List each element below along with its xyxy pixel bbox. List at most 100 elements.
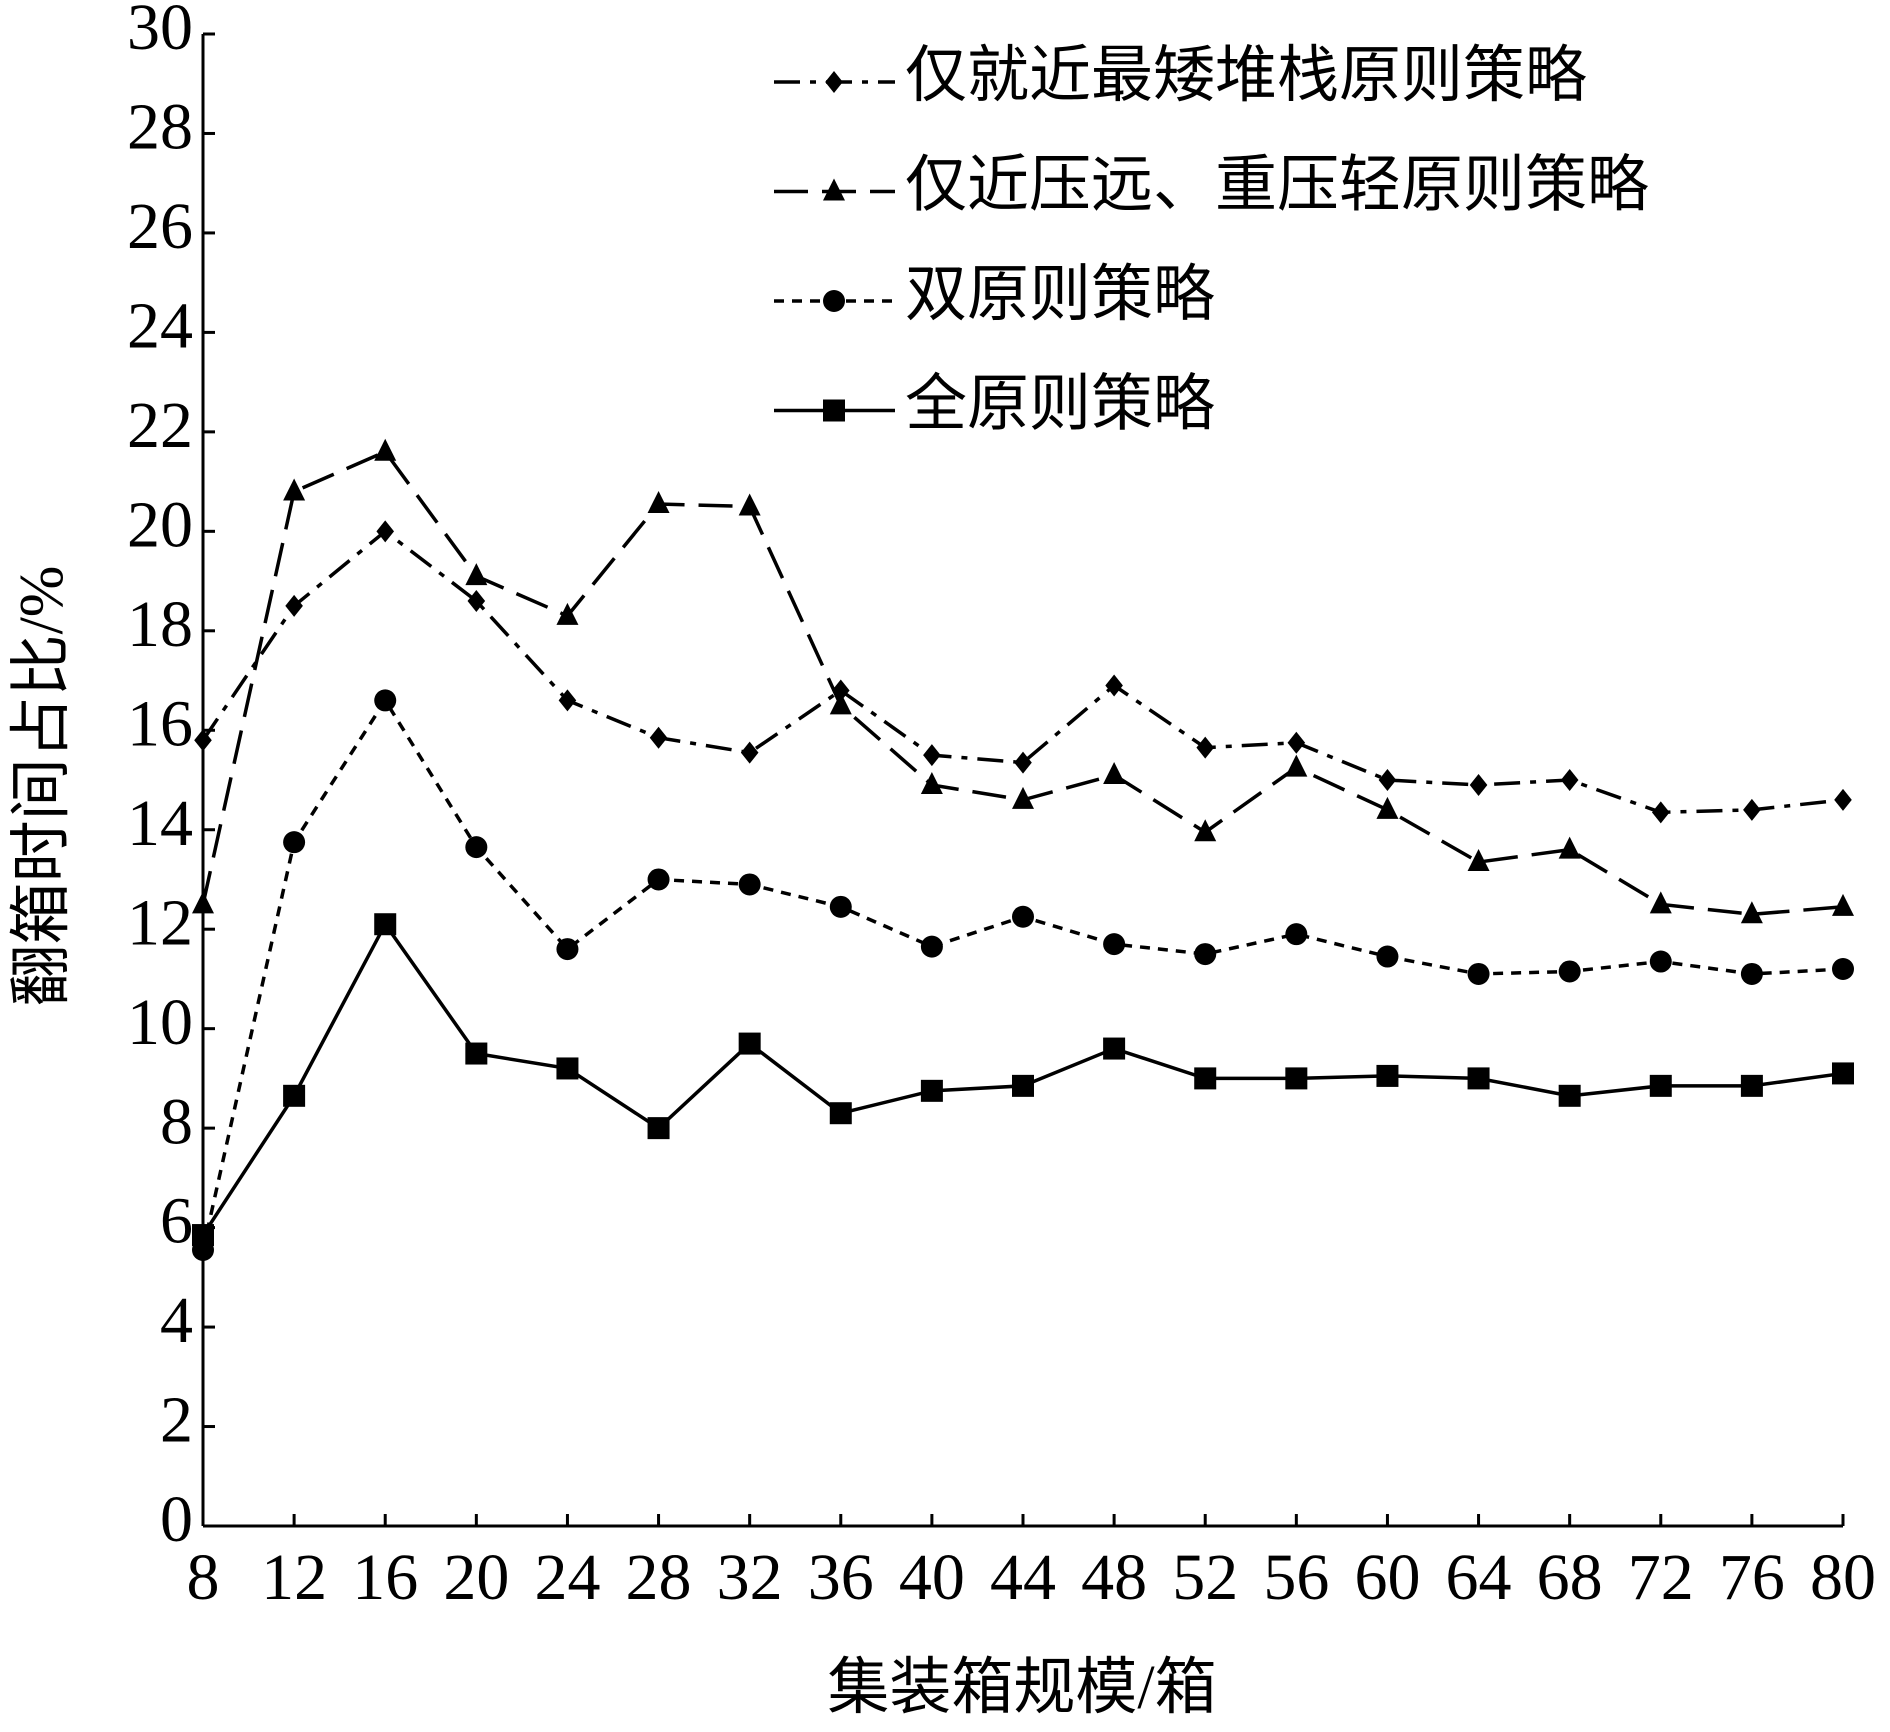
marker bbox=[1560, 769, 1579, 791]
x-tick-label: 28 bbox=[626, 1541, 692, 1614]
x-tick-label: 32 bbox=[717, 1541, 783, 1614]
marker bbox=[556, 938, 579, 961]
x-tick-label: 64 bbox=[1446, 1541, 1512, 1614]
marker bbox=[1832, 957, 1854, 980]
marker bbox=[920, 771, 943, 794]
marker bbox=[1740, 901, 1763, 924]
marker bbox=[374, 689, 397, 712]
y-tick-label: 14 bbox=[127, 787, 193, 860]
x-tick-label: 48 bbox=[1081, 1541, 1147, 1614]
marker bbox=[647, 490, 670, 513]
marker bbox=[920, 935, 943, 958]
marker bbox=[285, 594, 303, 617]
marker bbox=[1376, 1064, 1399, 1087]
y-tick-label: 22 bbox=[127, 389, 193, 462]
marker bbox=[1196, 736, 1215, 759]
marker bbox=[374, 438, 397, 461]
series-line bbox=[201, 449, 1844, 917]
marker bbox=[738, 493, 761, 516]
marker bbox=[1376, 945, 1399, 968]
y-tick-label: 20 bbox=[127, 488, 193, 561]
x-tick-label: 36 bbox=[808, 1541, 874, 1614]
y-tick-label: 18 bbox=[127, 588, 193, 661]
marker bbox=[1012, 1074, 1034, 1097]
marker bbox=[1740, 1074, 1763, 1097]
marker bbox=[1287, 731, 1306, 754]
x-tick-label: 60 bbox=[1354, 1541, 1420, 1614]
x-tick-label: 12 bbox=[261, 1541, 327, 1614]
marker bbox=[283, 1084, 306, 1107]
legend-label: 全原则策略 bbox=[905, 371, 1215, 439]
marker bbox=[376, 520, 395, 543]
marker bbox=[558, 689, 577, 712]
marker bbox=[1285, 754, 1308, 777]
marker bbox=[829, 692, 852, 715]
marker bbox=[923, 744, 941, 767]
marker bbox=[1740, 962, 1763, 985]
y-tick-label: 2 bbox=[160, 1384, 193, 1457]
x-tick-label: 80 bbox=[1810, 1541, 1876, 1614]
x-tick-label: 56 bbox=[1263, 1541, 1329, 1614]
marker bbox=[1103, 933, 1126, 956]
marker bbox=[647, 868, 670, 891]
marker bbox=[192, 891, 214, 914]
y-tick-label: 26 bbox=[127, 190, 193, 263]
marker bbox=[1832, 1062, 1854, 1085]
y-tick-label: 4 bbox=[160, 1284, 193, 1357]
marker bbox=[1103, 1037, 1126, 1060]
y-tick-label: 24 bbox=[127, 290, 193, 363]
x-tick-label: 72 bbox=[1628, 1541, 1694, 1614]
marker bbox=[1469, 773, 1488, 796]
marker bbox=[1103, 762, 1126, 785]
x-axis-label: 集装箱规模/箱 bbox=[827, 1654, 1216, 1722]
y-tick-label: 12 bbox=[127, 886, 193, 959]
marker bbox=[1012, 786, 1034, 809]
marker bbox=[1649, 950, 1672, 973]
marker bbox=[465, 1042, 488, 1065]
marker bbox=[738, 873, 761, 896]
marker bbox=[1834, 788, 1852, 811]
marker bbox=[1012, 905, 1034, 928]
marker bbox=[1376, 796, 1399, 819]
marker bbox=[1285, 923, 1308, 946]
marker bbox=[1743, 798, 1761, 821]
marker bbox=[649, 726, 668, 749]
marker bbox=[465, 836, 488, 859]
marker bbox=[1649, 1074, 1672, 1097]
marker bbox=[556, 1057, 579, 1080]
marker bbox=[1194, 1067, 1217, 1090]
marker bbox=[374, 913, 397, 936]
marker bbox=[829, 895, 852, 918]
marker bbox=[1467, 849, 1490, 872]
y-tick-label: 16 bbox=[127, 687, 193, 760]
marker bbox=[825, 71, 843, 93]
marker bbox=[1467, 962, 1490, 985]
x-tick-label: 20 bbox=[443, 1541, 509, 1614]
marker bbox=[823, 399, 845, 422]
marker bbox=[1285, 1067, 1308, 1090]
marker bbox=[1649, 891, 1672, 914]
marker bbox=[738, 1032, 761, 1055]
y-tick-label: 10 bbox=[127, 986, 193, 1059]
marker bbox=[556, 602, 579, 625]
marker bbox=[1558, 960, 1581, 983]
marker bbox=[1467, 1067, 1490, 1090]
legend-label: 仅近压远、重压轻原则策略 bbox=[905, 152, 1649, 220]
marker bbox=[647, 1117, 670, 1140]
marker bbox=[1651, 801, 1670, 824]
x-tick-label: 8 bbox=[187, 1541, 220, 1614]
y-tick-label: 8 bbox=[160, 1085, 193, 1158]
marker bbox=[823, 178, 845, 201]
marker bbox=[1194, 819, 1217, 842]
marker bbox=[194, 729, 212, 752]
x-tick-label: 76 bbox=[1719, 1541, 1785, 1614]
y-tick-label: 6 bbox=[160, 1185, 193, 1258]
x-tick-label: 40 bbox=[899, 1541, 965, 1614]
y-tick-label: 30 bbox=[127, 0, 193, 64]
marker bbox=[1378, 769, 1397, 791]
marker bbox=[192, 1224, 214, 1247]
marker bbox=[829, 1102, 852, 1125]
legend-label: 双原则策略 bbox=[905, 261, 1215, 329]
x-tick-label: 24 bbox=[534, 1541, 600, 1614]
